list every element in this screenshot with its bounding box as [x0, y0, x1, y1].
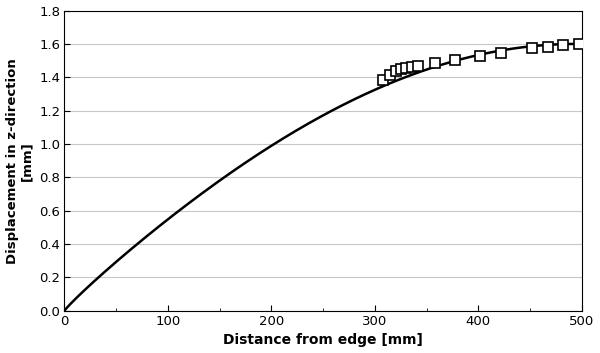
Y-axis label: Displacement in z-direction
[mm]: Displacement in z-direction [mm]: [5, 58, 34, 263]
X-axis label: Distance from edge [mm]: Distance from edge [mm]: [223, 334, 423, 347]
